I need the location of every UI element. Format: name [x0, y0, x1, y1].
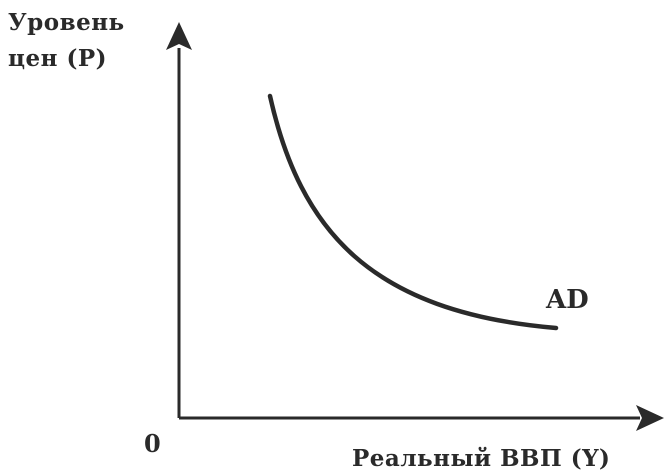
x-axis-arrowhead: [636, 405, 664, 431]
y-axis-label-line2: цен (P): [8, 45, 107, 72]
ad-curve-label: AD: [545, 285, 589, 315]
origin-label: 0: [144, 429, 161, 458]
ad-curve: [267, 93, 559, 331]
y-axis-label-line1: Уровень: [8, 9, 125, 36]
y-axis-arrowhead: [166, 22, 192, 50]
x-axis-label: Реальный ВВП (Y): [352, 445, 610, 472]
